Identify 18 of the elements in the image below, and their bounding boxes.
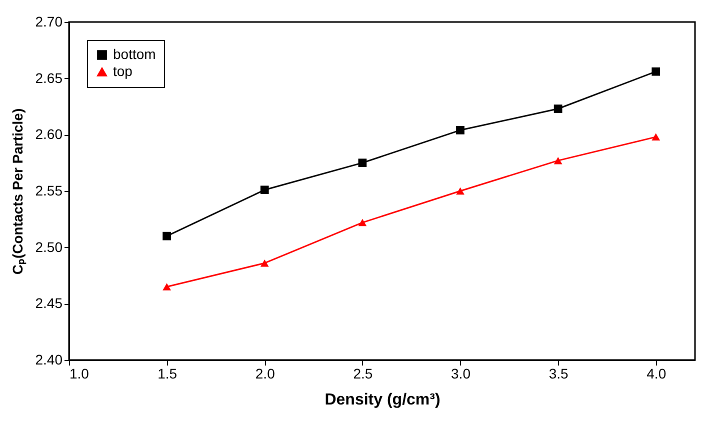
y-tick-label: 2.55 <box>35 182 63 198</box>
x-tick-label: 3.5 <box>548 366 569 382</box>
y-tick-label: 2.50 <box>35 238 63 255</box>
x-tick-label: 2.0 <box>255 366 276 382</box>
y-axis-title: Cₚ(Contacts Per Particle) <box>9 108 26 275</box>
y-tick-label: 2.40 <box>35 352 63 368</box>
x-tick-label: 2.5 <box>353 366 373 382</box>
y-tick-label: 2.70 <box>35 14 63 30</box>
y-tick-label: 2.45 <box>35 295 63 312</box>
x-axis-title: Density (g/cm³) <box>324 392 440 408</box>
x-tick-label: 3.0 <box>451 366 471 382</box>
x-tick-label: 4.0 <box>646 366 666 382</box>
x-tick-label: 1.5 <box>158 366 178 382</box>
x-tick-label: 1.0 <box>70 366 90 382</box>
legend-label: top <box>113 63 133 79</box>
y-tick-label: 2.65 <box>35 70 63 86</box>
y-tick-label: 2.60 <box>35 126 63 142</box>
legend-label: bottom <box>113 46 156 62</box>
